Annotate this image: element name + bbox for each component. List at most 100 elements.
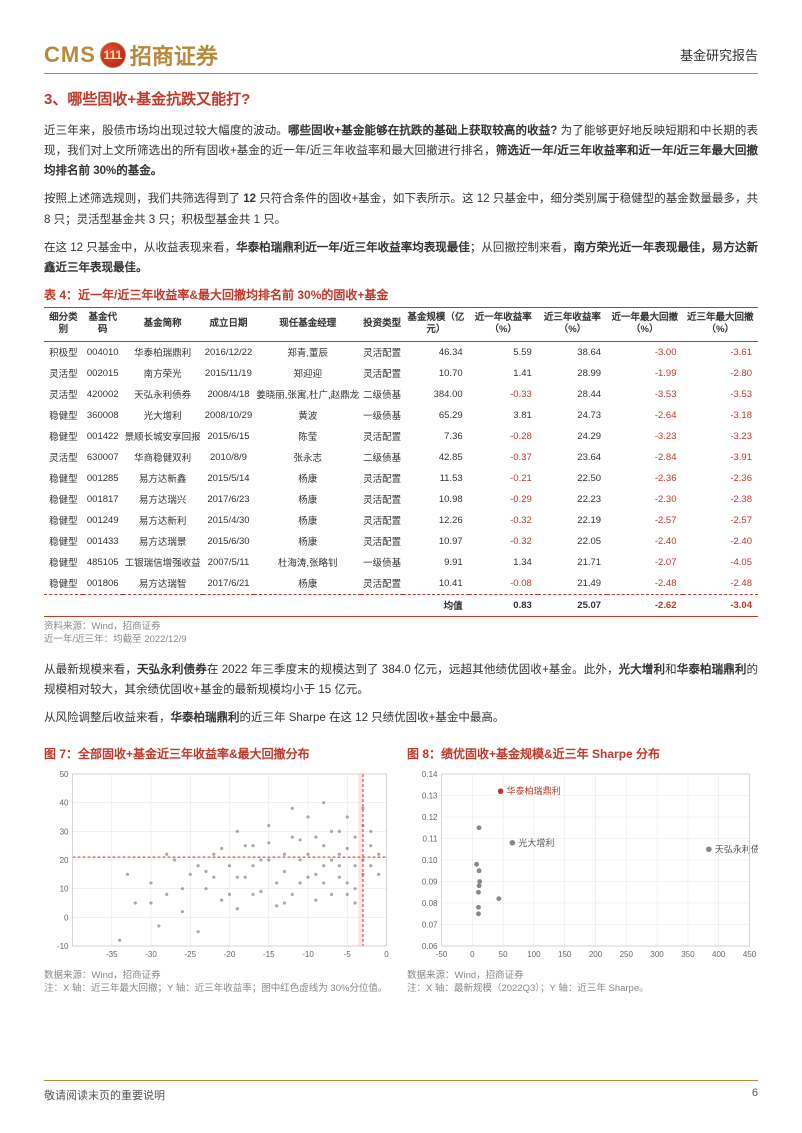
chart8-source-1: 数据来源：Wind，招商证券 <box>407 970 524 981</box>
table4-th: 近三年最大回撤（%） <box>683 307 759 341</box>
svg-text:-20: -20 <box>224 950 236 959</box>
table-cell: 2007/5/11 <box>203 552 255 573</box>
table-cell: 1.34 <box>469 552 538 573</box>
table-cell: -2.48 <box>683 573 759 595</box>
table-row: 稳健型001422景顺长城安享回报2015/6/15陈莹灵活配置7.36-0.2… <box>44 426 758 447</box>
table-cell: 485105 <box>83 552 123 573</box>
table-cell: 5.59 <box>469 341 538 363</box>
table-cell: 陈莹 <box>254 426 361 447</box>
svg-text:450: 450 <box>743 950 757 959</box>
svg-text:-15: -15 <box>263 950 275 959</box>
svg-text:350: 350 <box>681 950 695 959</box>
table-cell: 黄波 <box>254 405 361 426</box>
svg-text:50: 50 <box>60 770 69 779</box>
svg-text:-10: -10 <box>302 950 314 959</box>
svg-text:-30: -30 <box>145 950 157 959</box>
table-cell: 2010/8/9 <box>203 447 255 468</box>
table-cell: 002015 <box>83 363 123 384</box>
table-cell: 2016/12/22 <box>203 341 255 363</box>
table-cell: 稳健型 <box>44 573 83 595</box>
table-cell: 华泰柏瑞鼎利 <box>123 341 203 363</box>
table-cell: 杨康 <box>254 573 361 595</box>
svg-text:-10: -10 <box>57 942 69 951</box>
table-cell: 灵活配置 <box>361 363 403 384</box>
svg-text:华泰柏瑞鼎利: 华泰柏瑞鼎利 <box>507 785 561 796</box>
table-cell: 易方达瑞兴 <box>123 489 203 510</box>
table-cell: 二级债基 <box>361 447 403 468</box>
table-cell: 杨康 <box>254 468 361 489</box>
table-row: 稳健型001806易方达瑞智2017/6/21杨康灵活配置10.41-0.082… <box>44 573 758 595</box>
table-cell: 光大增利 <box>123 405 203 426</box>
table-cell: 均值 <box>403 594 468 616</box>
table-cell: 2015/11/19 <box>203 363 255 384</box>
table-row: 灵活型420002天弘永利债券2008/4/18姜晓丽,张寓,杜广,赵鼎龙二级债… <box>44 384 758 405</box>
table-cell: -3.00 <box>607 341 682 363</box>
logo-zh-text: 招商证券 <box>130 39 218 71</box>
table-cell: 易方达瑞智 <box>123 573 203 595</box>
svg-text:200: 200 <box>589 950 603 959</box>
table-cell: -0.32 <box>469 531 538 552</box>
table-cell: -3.91 <box>683 447 759 468</box>
svg-text:-50: -50 <box>436 950 448 959</box>
svg-text:0.08: 0.08 <box>422 899 438 908</box>
svg-text:30: 30 <box>60 827 69 836</box>
table-cell: 2015/4/30 <box>203 510 255 531</box>
table-cell: 24.29 <box>538 426 607 447</box>
table-cell: 姜晓丽,张寓,杜广,赵鼎龙 <box>254 384 361 405</box>
svg-text:-35: -35 <box>106 950 118 959</box>
logo-cms-text: CMS <box>44 42 96 68</box>
table-cell: 稳健型 <box>44 552 83 573</box>
table-cell: 郑青,董辰 <box>254 341 361 363</box>
table4-th: 近一年收益率（%） <box>469 307 538 341</box>
chart7-caption: 图 7：全部固收+基金近三年收益率&最大回撤分布 <box>44 745 395 762</box>
table-cell: 2015/5/14 <box>203 468 255 489</box>
svg-text:10: 10 <box>60 884 69 893</box>
svg-text:0.06: 0.06 <box>422 942 438 951</box>
table-cell <box>83 594 123 616</box>
svg-text:300: 300 <box>650 950 664 959</box>
table4-source-1: 资料来源：Wind，招商证券 <box>44 621 161 632</box>
svg-text:0.11: 0.11 <box>423 834 439 843</box>
table-cell: -4.05 <box>683 552 759 573</box>
chart7-svg: -35-30-25-20-15-10-50-1001020304050 <box>44 766 395 966</box>
table-cell: 积极型 <box>44 341 83 363</box>
svg-text:150: 150 <box>558 950 572 959</box>
table-cell: 65.29 <box>403 405 468 426</box>
table-cell: 22.05 <box>538 531 607 552</box>
table4-source-2: 近一年/近三年：均截至 2022/12/9 <box>44 634 187 645</box>
table-cell: 10.70 <box>403 363 468 384</box>
charts-row: 图 7：全部固收+基金近三年收益率&最大回撤分布 -35-30-25-20-15… <box>44 739 758 996</box>
svg-text:250: 250 <box>620 950 634 959</box>
table-cell: 42.85 <box>403 447 468 468</box>
table-cell: 灵活配置 <box>361 489 403 510</box>
svg-text:0.09: 0.09 <box>422 877 438 886</box>
table-cell: -0.33 <box>469 384 538 405</box>
table-cell: 28.99 <box>538 363 607 384</box>
table-cell: -2.48 <box>607 573 682 595</box>
table-cell: 25.07 <box>538 594 607 616</box>
svg-text:光大增利: 光大增利 <box>518 836 554 847</box>
table-cell: 灵活配置 <box>361 531 403 552</box>
svg-text:100: 100 <box>527 950 541 959</box>
table-cell: 3.81 <box>469 405 538 426</box>
table-cell: 灵活配置 <box>361 468 403 489</box>
body-paragraphs: 近三年来，股债市场均出现过较大幅度的波动。哪些固收+基金能够在抗跌的基础上获取较… <box>44 121 758 278</box>
table-cell: 易方达新利 <box>123 510 203 531</box>
chart8-box: 图 8：绩优固收+基金规模&近三年 Sharpe 分布 -50050100150… <box>407 739 758 996</box>
table-row: 灵活型002015南方荣光2015/11/19郑迎迎灵活配置10.701.412… <box>44 363 758 384</box>
svg-text:天弘永利债券: 天弘永利债券 <box>715 843 758 854</box>
svg-text:0.07: 0.07 <box>422 920 438 929</box>
table-cell: -2.38 <box>683 489 759 510</box>
section-title: 3、哪些固收+基金抗跌又能打? <box>44 88 758 109</box>
table-cell: 景顺长城安享回报 <box>123 426 203 447</box>
chart7-source-2: 注：X 轴：近三年最大回撤；Y 轴：近三年收益率；图中红色虚线为 30%分位值。 <box>44 983 387 994</box>
table-cell: 灵活配置 <box>361 573 403 595</box>
table-cell: 630007 <box>83 447 123 468</box>
paragraph: 近三年来，股债市场均出现过较大幅度的波动。哪些固收+基金能够在抗跌的基础上获取较… <box>44 121 758 181</box>
table-cell: 12.26 <box>403 510 468 531</box>
table-row: 稳健型485105工银瑞信增强收益2007/5/11杜海涛,张略钊一级债基9.9… <box>44 552 758 573</box>
svg-text:0: 0 <box>64 913 69 922</box>
table-cell: -1.99 <box>607 363 682 384</box>
table-cell <box>361 594 403 616</box>
table-cell: -2.64 <box>607 405 682 426</box>
